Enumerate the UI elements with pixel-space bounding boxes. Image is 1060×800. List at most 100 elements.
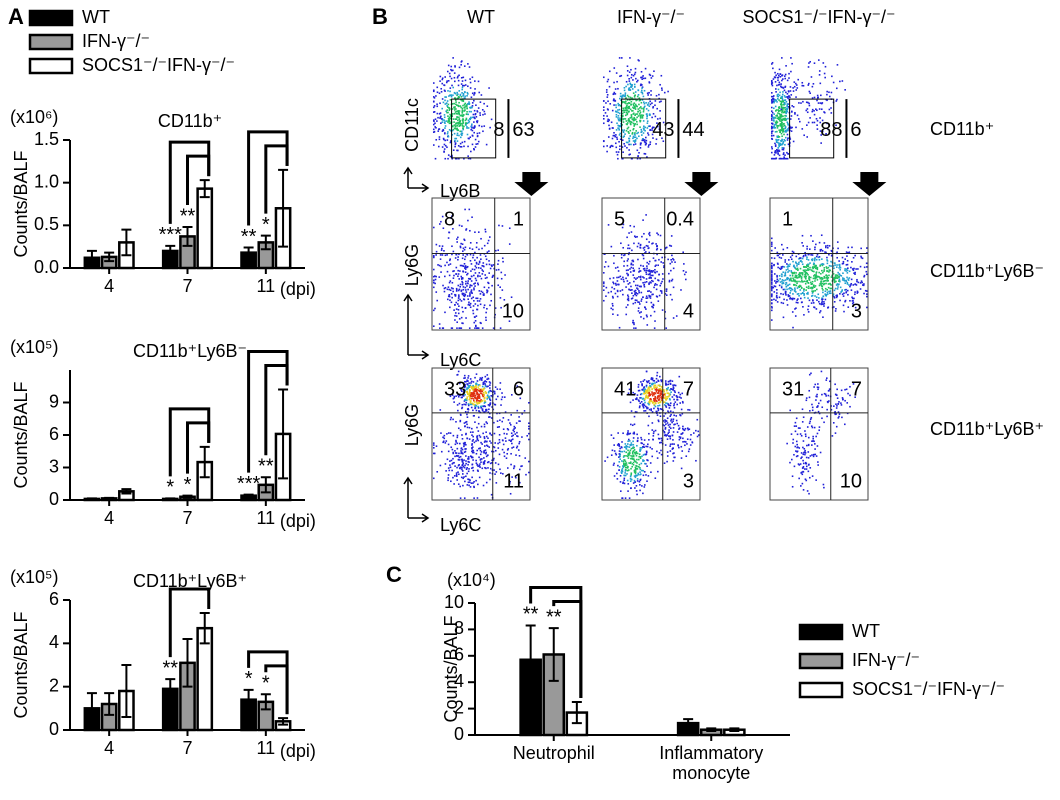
- event-dot: [477, 327, 480, 329]
- event-dot: [805, 109, 808, 112]
- event-dot: [480, 389, 482, 392]
- event-dot: [629, 289, 632, 291]
- event-dot: [475, 242, 478, 244]
- event-dot: [833, 300, 836, 303]
- event-dot: [613, 475, 616, 477]
- event-dot: [456, 442, 459, 445]
- event-dot: [683, 263, 685, 265]
- event-dot: [779, 91, 781, 94]
- event-dot: [466, 110, 468, 113]
- event-dot: [467, 157, 470, 160]
- event-dot: [649, 100, 651, 103]
- event-dot: [627, 131, 630, 133]
- event-dot: [638, 276, 640, 278]
- event-dot: [808, 279, 811, 281]
- event-dot: [781, 74, 784, 76]
- event-dot: [844, 89, 846, 91]
- event-dot: [772, 78, 775, 80]
- event-dot: [791, 272, 794, 274]
- event-dot: [487, 411, 490, 413]
- event-dot: [444, 463, 447, 465]
- event-dot: [443, 84, 445, 86]
- event-dot: [481, 291, 484, 294]
- event-dot: [465, 443, 467, 446]
- event-dot: [464, 480, 466, 483]
- event-dot: [782, 271, 785, 274]
- event-dot: [528, 460, 530, 463]
- event-dot: [667, 424, 670, 426]
- event-dot: [785, 129, 788, 131]
- event-dot: [669, 389, 671, 391]
- event-dot: [432, 325, 435, 328]
- event-dot: [804, 266, 807, 268]
- error-bar: [199, 445, 210, 479]
- event-dot: [684, 427, 687, 430]
- event-dot: [447, 295, 450, 298]
- event-dot: [799, 272, 802, 274]
- event-dot: [649, 385, 652, 388]
- event-dot: [464, 91, 466, 94]
- event-dot: [784, 136, 787, 139]
- event-dot: [786, 105, 788, 108]
- event-dot: [844, 300, 846, 303]
- event-dot: [626, 70, 629, 72]
- event-dot: [835, 100, 838, 102]
- x-tick-label: 4: [104, 276, 115, 296]
- event-dot: [629, 82, 631, 85]
- event-dot: [658, 401, 661, 404]
- event-dot: [481, 408, 484, 411]
- event-dot: [780, 124, 783, 127]
- event-dot: [821, 258, 823, 260]
- event-dot: [612, 313, 614, 316]
- event-dot: [440, 450, 443, 453]
- event-dot: [640, 106, 642, 108]
- event-dot: [621, 450, 623, 453]
- event-dot: [626, 104, 628, 107]
- event-dot: [643, 106, 645, 109]
- event-dot: [481, 400, 483, 402]
- event-dot: [782, 148, 785, 151]
- event-dot: [489, 384, 491, 386]
- event-dot: [514, 427, 516, 429]
- event-dot: [803, 270, 806, 273]
- event-dot: [807, 267, 809, 270]
- event-dot: [624, 254, 626, 256]
- event-dot: [777, 98, 779, 100]
- event-dot: [483, 110, 486, 113]
- event-dot: [617, 464, 619, 467]
- event-dot: [447, 90, 449, 92]
- event-dot: [618, 129, 620, 131]
- event-dot: [780, 102, 783, 105]
- event-dot: [778, 68, 781, 71]
- event-dot: [667, 258, 669, 261]
- event-dot: [483, 449, 486, 452]
- event-dot: [458, 113, 461, 116]
- event-dot: [639, 99, 642, 102]
- event-dot: [452, 94, 454, 97]
- event-dot: [450, 480, 452, 483]
- y-unit: (x10⁵): [10, 337, 58, 357]
- event-dot: [784, 273, 787, 275]
- event-dot: [469, 397, 471, 399]
- event-dot: [477, 274, 479, 277]
- event-dot: [811, 287, 814, 289]
- event-dot: [492, 264, 495, 266]
- event-dot: [643, 127, 645, 130]
- event-dot: [454, 455, 456, 458]
- event-dot: [841, 293, 844, 296]
- event-dot: [477, 283, 480, 286]
- axis-label: Ly6C: [440, 350, 481, 370]
- event-dot: [630, 472, 633, 475]
- event-dot: [624, 472, 626, 474]
- event-dot: [475, 389, 477, 392]
- event-dot: [472, 438, 475, 441]
- event-dot: [460, 289, 463, 292]
- event-dot: [462, 128, 465, 131]
- event-dot: [651, 116, 653, 119]
- event-dot: [635, 454, 638, 457]
- event-dot: [515, 476, 517, 479]
- event-dot: [451, 157, 453, 160]
- event-dot: [660, 261, 663, 263]
- event-dot: [797, 298, 799, 300]
- event-dot: [673, 390, 676, 392]
